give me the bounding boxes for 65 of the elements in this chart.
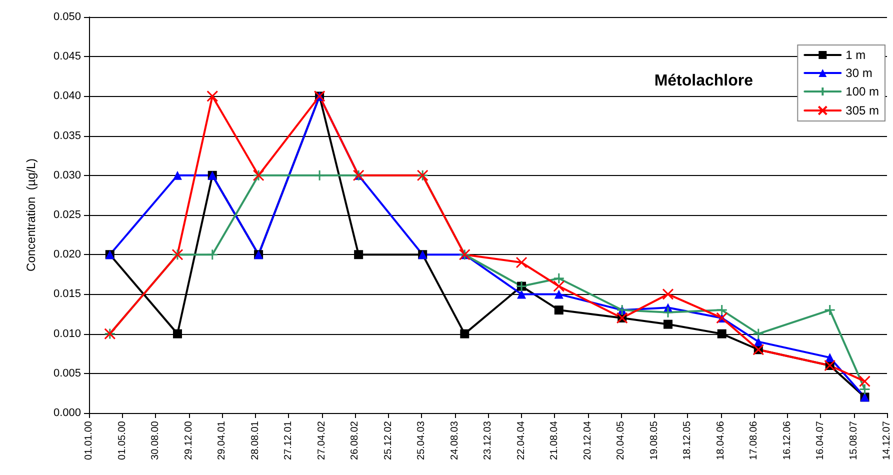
point [716, 304, 728, 316]
y-tick-label: 0.050 [53, 11, 81, 23]
y-axis-title: Concentration (µg/L) [24, 158, 38, 272]
x-tick-label: 29.12.00 [183, 420, 194, 460]
x-tick-label: 18.12.05 [682, 420, 693, 460]
x-tick-label: 25.04.03 [416, 420, 427, 460]
x-tick-label: 27.04.02 [316, 420, 328, 460]
point [662, 306, 674, 318]
point [858, 383, 870, 395]
x-tick-label: 30.08.00 [150, 420, 161, 460]
point [206, 248, 218, 260]
x-tick-label: 01.05.00 [116, 420, 128, 460]
point [752, 328, 764, 340]
y-tick-label: 0.020 [53, 248, 81, 261]
y-tick-label: 0.005 [53, 367, 81, 380]
point [858, 376, 870, 388]
x-tick-label: 14.12.07 [882, 420, 892, 460]
x-tick-label: 16.04.07 [815, 420, 826, 460]
x-tick-label: 18.04.06 [715, 420, 726, 460]
point [717, 329, 726, 338]
x-tick-label: 21.08.04 [549, 420, 560, 460]
point [517, 290, 526, 299]
x-tick-label: 25.12.02 [382, 420, 394, 460]
point [554, 290, 564, 299]
x-tick-label: 01.01.00 [84, 420, 94, 460]
legend-label: 30 m [846, 66, 872, 80]
y-tick-label: 0.045 [53, 50, 81, 63]
point [554, 306, 564, 315]
point [553, 280, 565, 292]
x-tick-label: 22.04.04 [516, 420, 527, 460]
y-tick-label: 0.015 [53, 288, 81, 300]
x-tick-label: 24.08.03 [449, 420, 460, 460]
point [553, 272, 565, 284]
x-tick-label: 28.08.01 [250, 420, 261, 460]
text: Métolachlore [654, 72, 754, 90]
point [460, 329, 470, 338]
x-tick-label: 20.04.05 [616, 420, 626, 460]
point [662, 288, 674, 300]
x-tick-label: 19.08.05 [648, 420, 660, 460]
x-tick-label: 26.08.02 [350, 420, 360, 460]
legend-label: 1 m [846, 48, 866, 62]
y-tick-label: 0.025 [53, 209, 81, 221]
x-tick-label: 29.04.01 [216, 420, 228, 460]
y-tick-label: 0.030 [53, 169, 81, 182]
point [516, 256, 528, 268]
point [354, 250, 364, 260]
legend-label: 100 m [846, 84, 880, 98]
point [314, 170, 326, 182]
y-tick-label: 0.010 [53, 328, 81, 340]
y-tick-label: 0.000 [53, 407, 81, 419]
point [824, 304, 836, 316]
x-tick-label: 17.08.06 [748, 420, 760, 460]
y-tick-label: 0.035 [53, 130, 81, 142]
point [172, 329, 182, 338]
x-tick-label: 20.12.04 [582, 420, 594, 460]
x-tick-label: 16.12.06 [782, 420, 793, 460]
point [172, 170, 182, 180]
y-tick-label: 0.040 [53, 90, 81, 102]
point [206, 90, 218, 102]
point [663, 320, 672, 329]
x-tick-label: 15.08.07 [848, 420, 860, 460]
point [825, 353, 834, 362]
x-tick-label: 27.12.01 [283, 420, 294, 460]
legend-label: 305 m [846, 104, 880, 118]
x-tick-label: 23.12.03 [482, 420, 494, 460]
